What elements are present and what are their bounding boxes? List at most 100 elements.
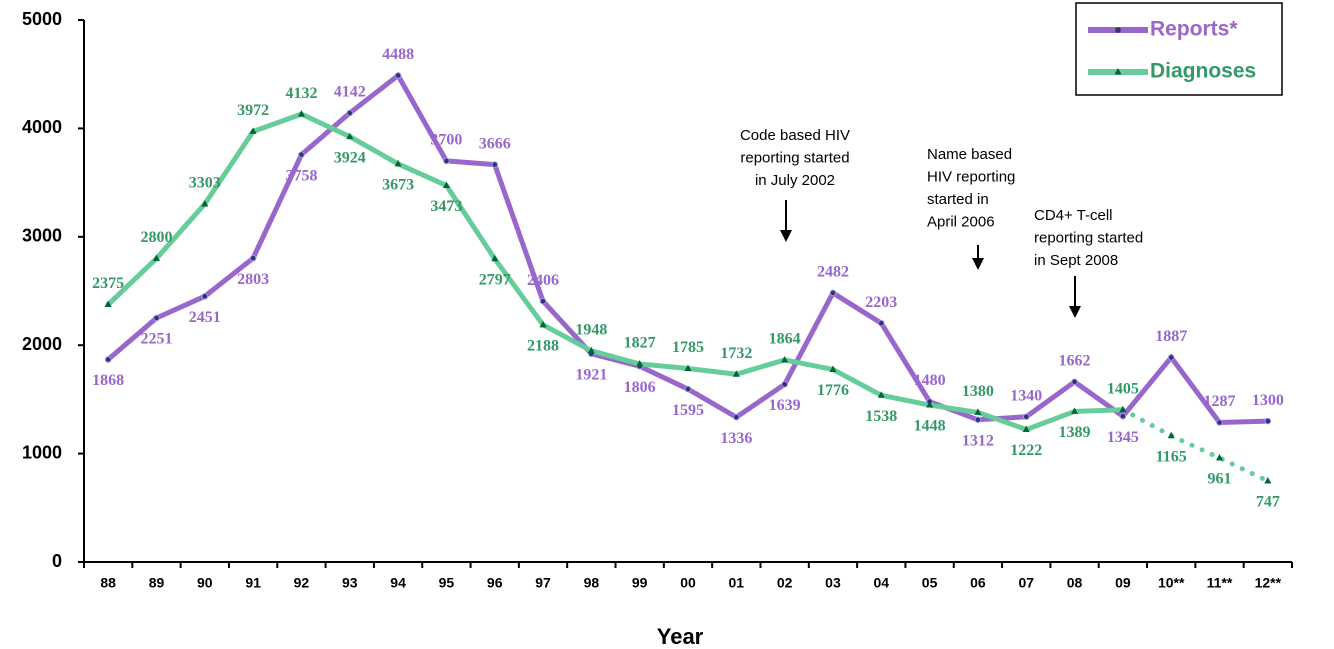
marker [781,355,789,363]
legend-marker [1114,68,1122,75]
x-tick-label: 92 [294,575,310,591]
data-label: 1480 [914,372,946,389]
x-tick-label: 95 [439,575,455,591]
marker [297,110,305,117]
annotation-text: in Sept 2008 [1034,252,1118,269]
marker [877,391,885,398]
data-label: 2251 [140,331,172,348]
marker [1119,405,1127,413]
data-label: 2406 [527,272,559,289]
x-tick-label: 90 [197,575,213,591]
marker [829,365,837,372]
x-tick-label: 12** [1255,575,1282,591]
marker [104,356,112,363]
data-label: 1222 [1010,442,1042,459]
legend-label: Reports* [1150,18,1238,41]
x-tick-label: 93 [342,575,358,591]
data-label: 1776 [817,382,849,399]
data-label: 3700 [430,132,462,149]
data-label: 3924 [334,149,366,166]
data-label: 1287 [1204,393,1236,410]
data-label: 1732 [720,345,752,362]
data-label: 3758 [285,167,317,184]
marker [1022,425,1030,433]
x-tick-label: 89 [149,575,165,591]
marker [974,408,982,415]
x-tick-label: 91 [245,575,261,591]
series-line [105,111,1126,433]
annotation-text: started in [927,191,989,208]
x-tick-label: 96 [487,575,503,591]
marker [781,381,788,388]
marker [394,72,402,79]
marker [587,346,595,354]
data-label: 4488 [382,46,414,63]
marker [491,161,499,168]
data-label: 961 [1208,470,1232,487]
x-tick-label: 07 [1018,575,1034,591]
data-label: 1785 [672,339,704,356]
data-label: 3666 [479,135,511,152]
data-label: 2482 [817,264,849,281]
x-tick-label: 04 [873,575,889,591]
annotation-text: HIV reporting [927,168,1015,185]
data-label: 2188 [527,337,559,354]
x-tick-label: 98 [584,575,600,591]
marker [442,181,450,189]
data-label: 747 [1256,494,1280,511]
x-tick-label: 00 [680,575,696,591]
data-label: 1806 [624,379,656,396]
marker [394,159,402,167]
marker [1167,431,1175,439]
marker [201,293,209,300]
data-label: 4142 [334,84,366,101]
data-label: 2375 [92,275,124,292]
data-label: 1345 [1107,429,1139,446]
annotation-text: in July 2002 [755,172,835,189]
marker [539,320,547,328]
marker [1022,413,1030,421]
marker [1216,419,1223,426]
data-label: 3673 [382,177,414,194]
x-tick-label: 97 [535,575,551,591]
x-tick-label: 03 [825,575,841,591]
data-label: 1868 [92,372,124,389]
data-label: 3972 [237,102,269,119]
annotation-text: reporting started [1034,229,1143,246]
marker [1264,417,1272,425]
marker [1071,407,1079,414]
data-label: 4132 [285,85,317,102]
marker [1216,453,1224,461]
x-tick-label: 10** [1158,575,1185,591]
marker [539,297,547,305]
marker [153,314,160,322]
data-label: 1864 [769,331,801,348]
data-label: 1827 [624,335,656,352]
y-tick-label: 4000 [22,117,62,137]
data-label: 3473 [430,198,462,215]
marker [443,157,450,165]
data-label: 2803 [237,271,269,288]
x-tick-label: 88 [100,575,116,591]
x-tick-label: 01 [729,575,745,591]
data-label: 1639 [769,397,801,414]
annotation-arrowhead [972,258,984,270]
marker [636,359,644,367]
marker [829,289,837,297]
y-tick-label: 1000 [22,442,62,462]
x-tick-label: 02 [777,575,793,591]
annotation-arrowhead [1069,306,1081,318]
x-tick-label: 08 [1067,575,1083,591]
legend-box [1075,2,1283,96]
marker [104,300,112,308]
x-tick-label: 94 [390,575,406,591]
data-label: 1380 [962,383,994,400]
data-label: 2797 [479,271,511,288]
data-label: 1948 [575,322,607,339]
data-label: 1662 [1059,353,1091,370]
marker [684,385,692,393]
x-axis-label: Year [657,624,704,649]
marker [684,364,692,372]
marker [298,151,305,158]
x-tick-label: 11** [1207,575,1233,591]
